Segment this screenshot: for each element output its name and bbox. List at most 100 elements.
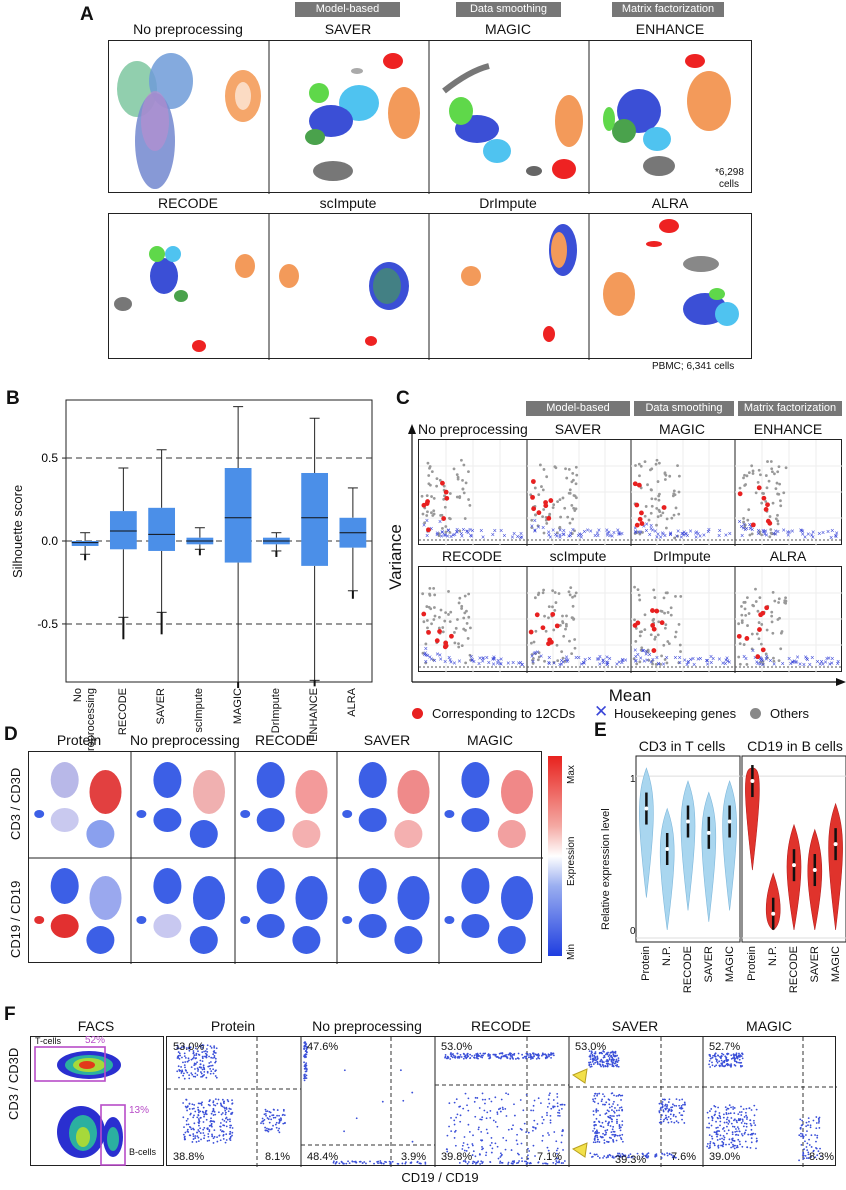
f-pt-2-164 [489, 1054, 492, 1056]
f-pt-2-370 [472, 1134, 474, 1137]
f-pt-0-242 [198, 1120, 201, 1123]
c-other-2-1-30 [568, 639, 571, 643]
c-other-2-1-2 [547, 605, 551, 609]
f-pt-2-0 [444, 1054, 447, 1056]
panel-a-title-drimpute: DrImpute [479, 195, 537, 211]
f-pt-4-225 [744, 1129, 747, 1132]
c-other-2-0-31 [447, 613, 450, 616]
c-other-2-0-1 [441, 630, 445, 634]
d-cluster-d-3-0 [394, 820, 423, 848]
c-hk-1-3-8: × [743, 527, 747, 534]
c-cd-1-3-5 [763, 507, 769, 512]
c-cd-1-2-1 [636, 482, 642, 488]
c-hk-2-3-4: × [821, 662, 825, 669]
c-other-2-2-38 [674, 630, 678, 634]
c-other-1-0-56 [427, 482, 431, 486]
f-pt-2-390 [499, 1156, 502, 1158]
panel-f-scatter-plots [167, 1037, 837, 1167]
f-pt-0-120 [211, 1064, 214, 1067]
c-hk-1-1-15: × [533, 518, 537, 525]
f-pt-0-28 [196, 1074, 199, 1076]
f-pt-3-394 [621, 1155, 624, 1158]
f-pt-2-219 [520, 1157, 523, 1160]
c-other-2-3-26 [742, 643, 746, 646]
f-pt-2-348 [519, 1099, 522, 1101]
c-cd-1-0-3 [441, 516, 447, 521]
c-hk-2-0-24: × [449, 660, 453, 667]
f-pt-0-391 [274, 1123, 277, 1126]
f-pt-4-94 [708, 1063, 710, 1066]
c-hk-2-2-33: × [691, 656, 695, 663]
c-hk-2-2-3: × [633, 659, 637, 666]
panel-e-ytick-1: 1 [630, 774, 636, 785]
c-other-2-0-2 [425, 619, 429, 622]
c-other-2-1-52 [537, 651, 541, 655]
c-other-2-2-6 [639, 648, 643, 652]
f-pt-3-448 [614, 1155, 617, 1158]
c-hk-1-0-1: × [449, 534, 453, 541]
c-cd-2-2-6 [650, 608, 655, 613]
f-pt-1-106 [365, 1162, 367, 1165]
f-pt-2-385 [504, 1148, 507, 1151]
c-hk-2-2-9: × [662, 661, 666, 668]
f-pt-2-405 [480, 1160, 483, 1163]
f-pt-4-204 [741, 1145, 744, 1148]
f-pt-0-340 [186, 1109, 188, 1112]
f-pt-0-380 [272, 1116, 275, 1119]
f-pt-0-106 [181, 1056, 183, 1059]
f-pt-1-95 [396, 1162, 399, 1165]
f-pt-0-272 [197, 1106, 199, 1109]
f-pt-2-233 [478, 1107, 481, 1109]
f-pt-3-170 [596, 1130, 599, 1133]
f-pt-2-407 [542, 1162, 544, 1165]
f-pt-3-2 [602, 1065, 605, 1068]
f-pt-0-255 [211, 1133, 213, 1136]
c-hk-2-1-7: × [606, 660, 610, 667]
c-other-2-1-39 [561, 656, 565, 660]
f-pt-0-201 [199, 1132, 202, 1134]
c-other-1-0-53 [460, 458, 463, 462]
f-pt-0-72 [183, 1072, 185, 1075]
c-hk-2-0-19: × [511, 660, 515, 667]
f-pt-3-443 [623, 1155, 626, 1157]
c-other-2-1-40 [563, 659, 567, 663]
f-pt-4-372 [817, 1121, 820, 1124]
f-pt-2-240 [532, 1109, 535, 1112]
f-pt-0-23 [206, 1071, 209, 1074]
c-hk-2-3-13: × [836, 661, 840, 668]
c-hk-2-3-28: × [781, 661, 785, 668]
c-hk-2-3-44: × [808, 662, 812, 669]
c-hk-1-2-0: × [644, 528, 648, 535]
f-pt-3-359 [678, 1111, 681, 1114]
f-pt-3-327 [658, 1121, 661, 1124]
f-pt-3-63 [591, 1053, 594, 1056]
c-hk-2-2-8: × [685, 662, 689, 669]
f-pt-2-185 [532, 1053, 535, 1055]
f-pt-2-440 [476, 1161, 479, 1164]
c-hk-2-1-9: × [565, 655, 569, 662]
f-pt-2-262 [498, 1108, 500, 1111]
e-median-1-2 [792, 863, 796, 868]
f-pt-3-110 [614, 1055, 617, 1058]
f-pt-2-79 [462, 1057, 465, 1060]
d-cluster-b-1-0 [153, 808, 182, 832]
c-other-1-0-26 [441, 526, 444, 530]
c-other-2-0-0 [467, 615, 471, 619]
f-pt-4-72 [739, 1054, 742, 1057]
f-pt-2-352 [476, 1097, 479, 1099]
panel-c-row2-scatter: ××× ×××× ××× ××××××××× ××× ××× ×××× ××××× × ×× ×××… [419, 567, 843, 673]
c-hk-1-0-2: × [465, 529, 469, 536]
f-pt-2-196 [463, 1053, 466, 1056]
f-pt-0-124 [205, 1056, 208, 1059]
f-pt-3-369 [683, 1122, 686, 1124]
c-other-2-3-51 [784, 599, 788, 603]
c-other-2-2-3 [662, 643, 666, 647]
box-body-0 [71, 541, 99, 546]
f-pt-2-455 [489, 1161, 492, 1164]
f-pt-2-232 [549, 1121, 552, 1124]
c-other-2-1-44 [533, 596, 537, 600]
f-pt-3-114 [603, 1050, 605, 1053]
f-pt-4-250 [744, 1111, 747, 1114]
panel-c-title-drimpute: DrImpute [653, 548, 711, 564]
f-pt-2-359 [513, 1103, 515, 1106]
